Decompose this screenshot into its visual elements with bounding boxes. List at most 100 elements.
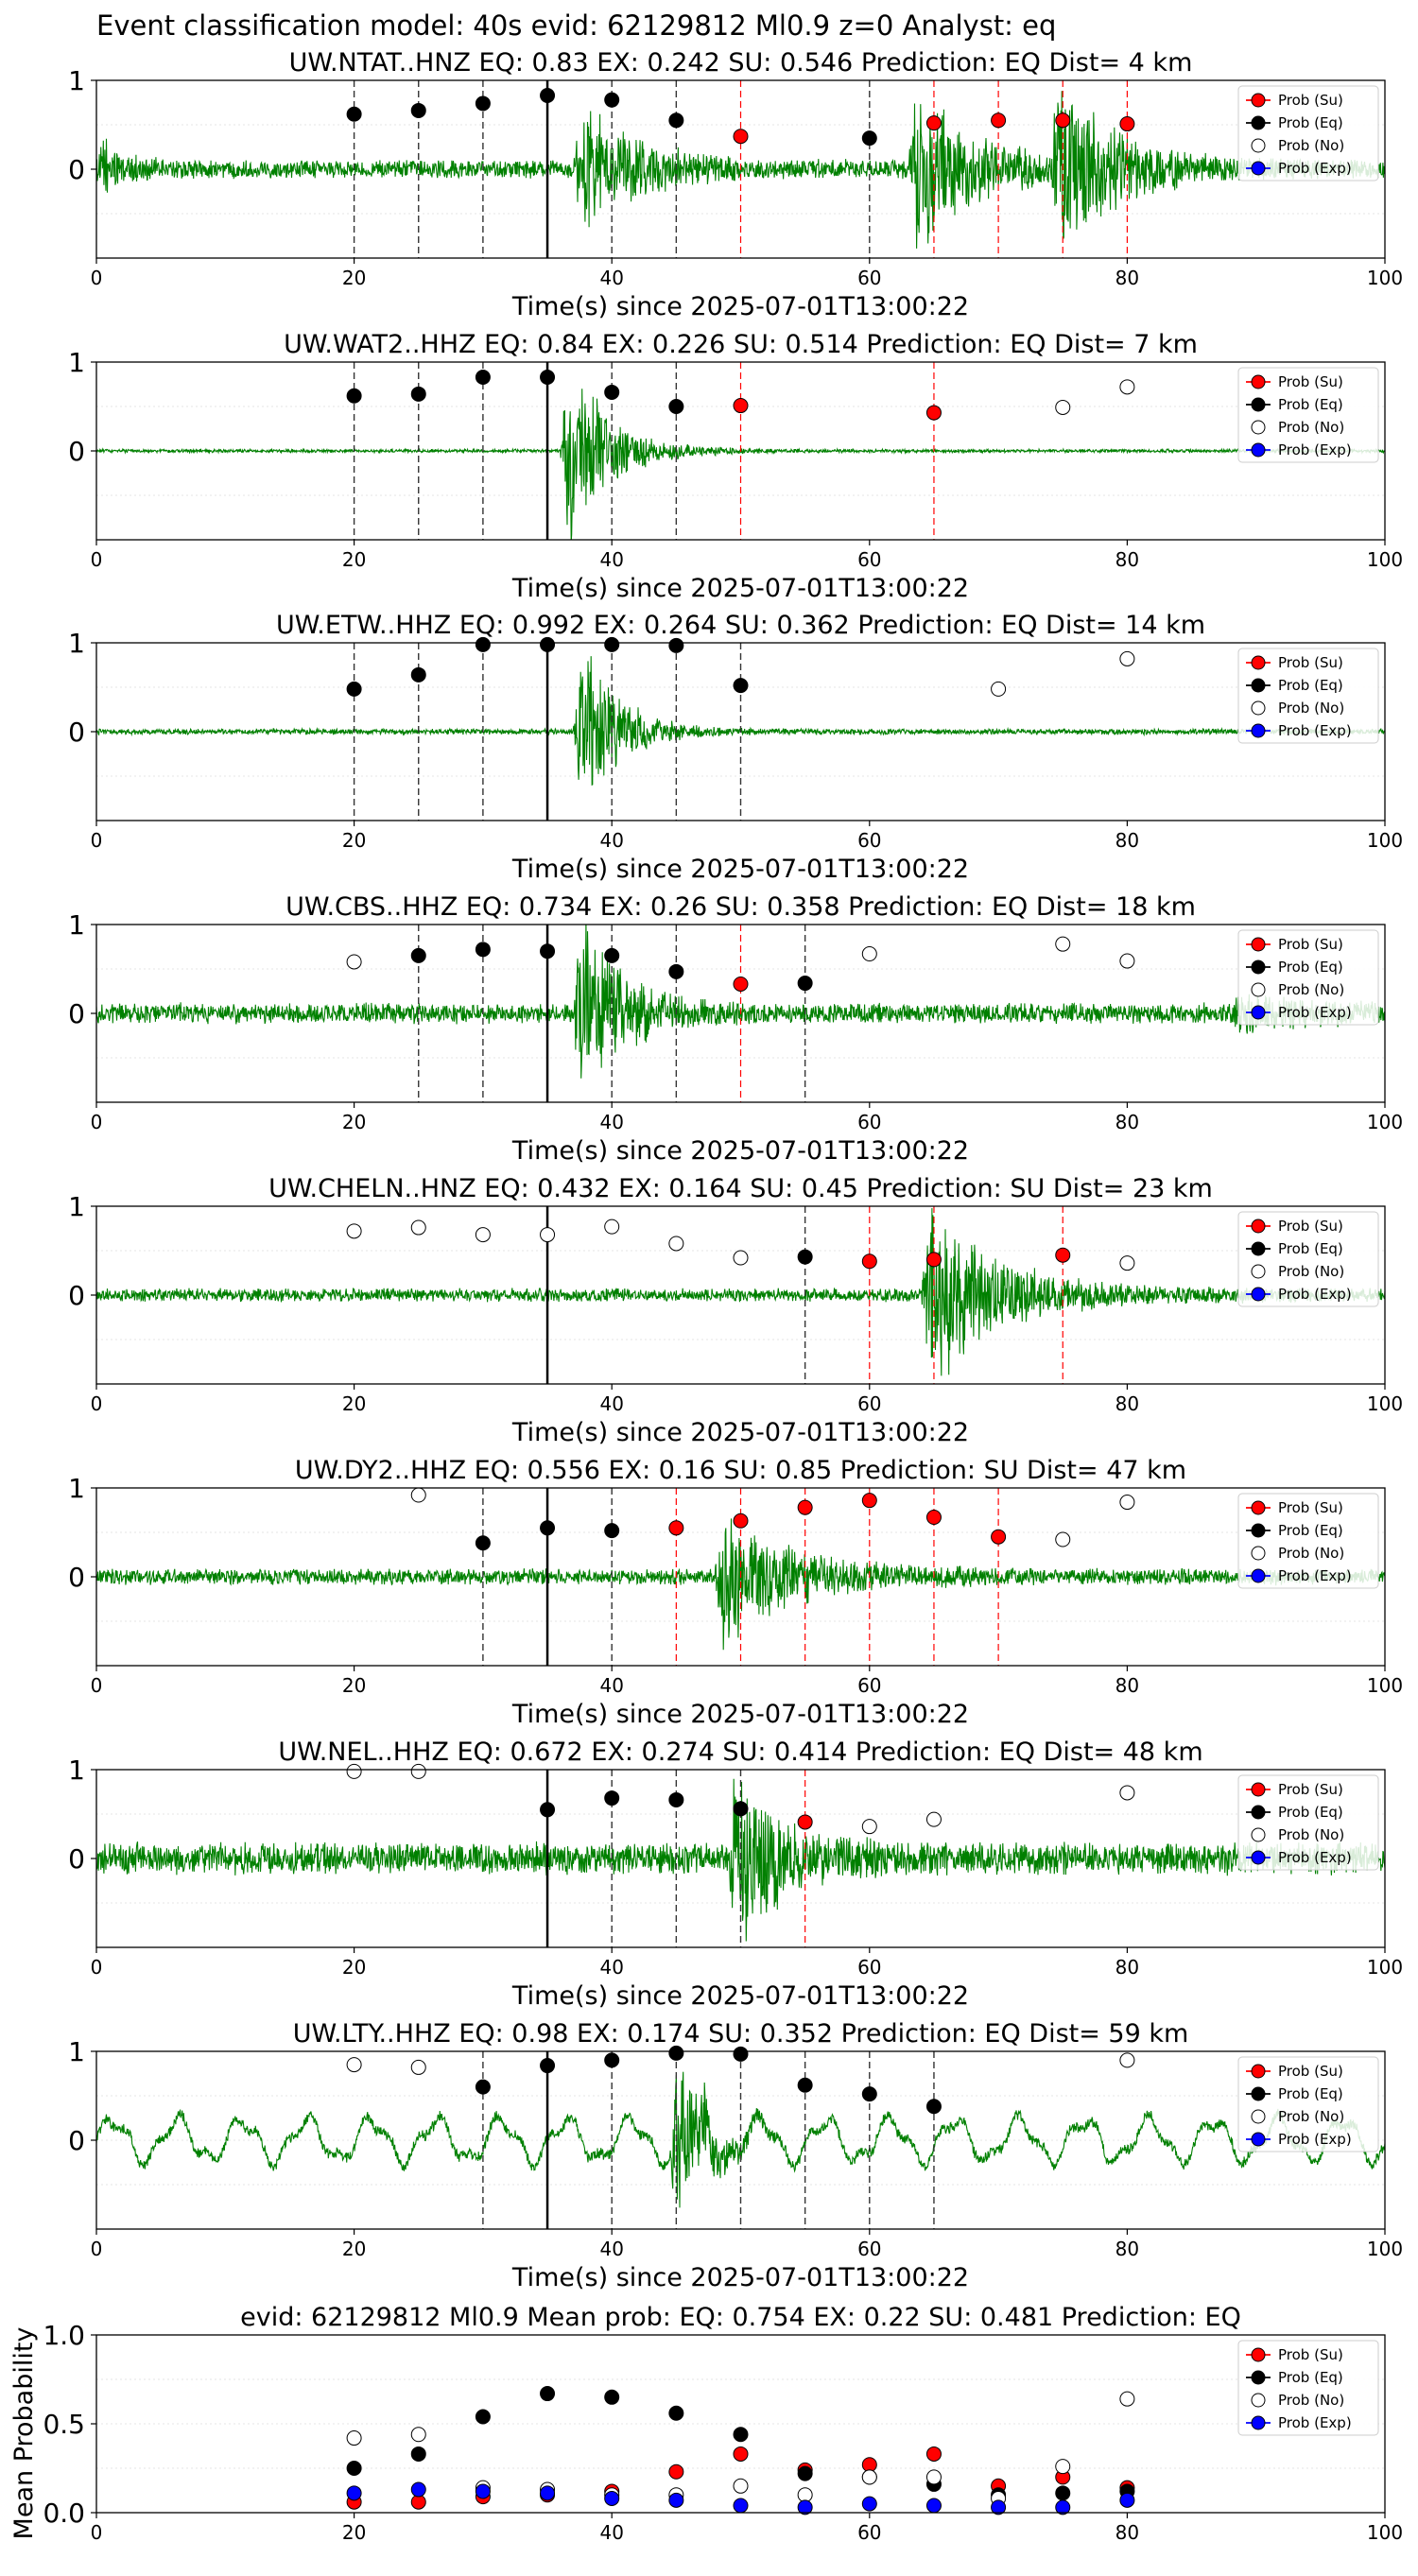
prob-point-eq (475, 2079, 491, 2095)
prob-point-no (410, 1763, 426, 1779)
legend-box (1237, 367, 1379, 463)
prob-point-eq (668, 2045, 684, 2061)
prob-point-eq (733, 1801, 749, 1817)
legend-swatch-marker (1251, 1546, 1266, 1561)
y-tick-label: 0 (68, 154, 85, 185)
x-tick-label: 100 (1367, 1392, 1403, 1415)
y-tick-label: 1 (68, 1473, 85, 1504)
prob-point-eq (540, 2058, 556, 2074)
legend-box (1237, 1493, 1379, 1589)
legend-swatch-marker (1251, 1005, 1266, 1020)
prob-point-no (604, 1219, 620, 1235)
mean-point-exp (540, 2485, 556, 2501)
x-tick-label: 0 (91, 2238, 103, 2260)
x-tick-label: 20 (342, 1956, 366, 1979)
legend-label: Prob (Eq) (1278, 1522, 1343, 1539)
y-tick-label: 1.0 (43, 2320, 85, 2351)
x-tick-label: 40 (599, 829, 623, 852)
legend-label: Prob (Exp) (1278, 1286, 1352, 1303)
prob-point-su (925, 405, 942, 421)
legend-label: Prob (Su) (1278, 1781, 1343, 1798)
legend-swatch-marker (1251, 138, 1266, 153)
legend-swatch-marker (1251, 982, 1266, 997)
legend-swatch-marker (1251, 1219, 1266, 1234)
legend-swatch-marker (1251, 2393, 1266, 2408)
prob-point-su (733, 129, 749, 145)
prob-point-su (797, 1499, 813, 1515)
mean-point-exp (346, 2485, 362, 2501)
prob-point-eq (475, 1535, 491, 1551)
mean-point-eq (346, 2461, 362, 2476)
x-tick-label: 80 (1115, 548, 1139, 571)
prob-point-no (1119, 1785, 1135, 1801)
mean-point-eq (797, 2465, 813, 2481)
y-tick-label: 0 (68, 1843, 85, 1875)
legend-swatch-marker (1251, 678, 1266, 693)
prob-point-eq (475, 95, 491, 112)
x-axis-label: Time(s) since 2025-07-01T13:00:22 (511, 2263, 969, 2292)
mean-point-no (925, 2469, 942, 2485)
legend-label: Prob (Eq) (1278, 1804, 1343, 1821)
x-tick-label: 80 (1115, 2521, 1139, 2544)
panel-title: UW.CHELN..HNZ EQ: 0.432 EX: 0.164 SU: 0.… (268, 1174, 1213, 1203)
y-tick-label: 0.5 (43, 2409, 85, 2440)
legend-box (1237, 648, 1379, 744)
legend-swatch-marker (1251, 161, 1266, 176)
prob-point-eq (604, 947, 620, 963)
prob-point-su (861, 1493, 877, 1509)
y-tick-label: 0 (68, 998, 85, 1029)
mean-point-exp (410, 2481, 426, 2498)
legend-label: Prob (Exp) (1278, 1004, 1352, 1021)
legend-swatch-marker (1251, 374, 1266, 389)
x-tick-label: 60 (857, 1956, 881, 1979)
mean-point-su (668, 2464, 684, 2480)
y-tick-label: 0 (68, 1562, 85, 1593)
prob-point-su (733, 1513, 749, 1529)
legend-label: Prob (Exp) (1278, 441, 1352, 458)
prob-point-su (668, 1520, 684, 1536)
legend-label: Prob (Eq) (1278, 2085, 1343, 2102)
legend-box (1237, 929, 1379, 1026)
legend-label: Prob (Exp) (1278, 160, 1352, 177)
legend-swatch-marker (1251, 1523, 1266, 1538)
prob-point-su (733, 398, 749, 414)
prob-point-no (1055, 1531, 1071, 1547)
legend-swatch-marker (1251, 1241, 1266, 1256)
prob-point-eq (410, 102, 426, 118)
y-tick-label: 0 (68, 1280, 85, 1311)
prob-point-su (797, 1814, 813, 1830)
legend-label: Prob (Exp) (1278, 722, 1352, 739)
x-tick-label: 100 (1367, 1674, 1403, 1697)
prob-point-su (991, 1529, 1007, 1545)
x-tick-label: 60 (857, 1392, 881, 1415)
panel-title: UW.DY2..HHZ EQ: 0.556 EX: 0.16 SU: 0.85 … (295, 1456, 1186, 1485)
legend-label: Prob (Exp) (1278, 2131, 1352, 2148)
prob-point-no (346, 1763, 362, 1779)
y-tick-label: 0 (68, 436, 85, 467)
y-tick-label: 0 (68, 717, 85, 748)
legend-box (1237, 1774, 1379, 1871)
x-tick-label: 20 (342, 1392, 366, 1415)
mean-probability-panel: evid: 62129812 Ml0.9 Mean prob: EQ: 0.75… (9, 2303, 1403, 2544)
panel-group: UW.ETW..HHZ EQ: 0.992 EX: 0.264 SU: 0.36… (68, 611, 1403, 884)
mean-point-no (410, 2427, 426, 2443)
station-panel: UW.CBS..HHZ EQ: 0.734 EX: 0.26 SU: 0.358… (68, 892, 1403, 1166)
x-tick-label: 40 (599, 1956, 623, 1979)
figure-title: Event classification model: 40s evid: 62… (96, 9, 1057, 42)
x-tick-label: 80 (1115, 1392, 1139, 1415)
prob-point-eq (733, 678, 749, 694)
legend-label: Prob (No) (1278, 981, 1344, 998)
prob-point-no (346, 2057, 362, 2073)
x-tick-label: 20 (342, 1674, 366, 1697)
prob-point-eq (797, 2077, 813, 2093)
x-tick-label: 20 (342, 267, 366, 289)
legend-swatch-marker (1251, 700, 1266, 716)
mean-point-no (733, 2478, 749, 2494)
mean-point-exp (733, 2498, 749, 2514)
legend-label: Prob (Exp) (1278, 1567, 1352, 1584)
station-panel: UW.NEL..HHZ EQ: 0.672 EX: 0.274 SU: 0.41… (68, 1738, 1403, 2011)
x-tick-label: 0 (91, 1392, 103, 1415)
prob-point-eq (604, 384, 620, 400)
x-tick-label: 60 (857, 2238, 881, 2260)
